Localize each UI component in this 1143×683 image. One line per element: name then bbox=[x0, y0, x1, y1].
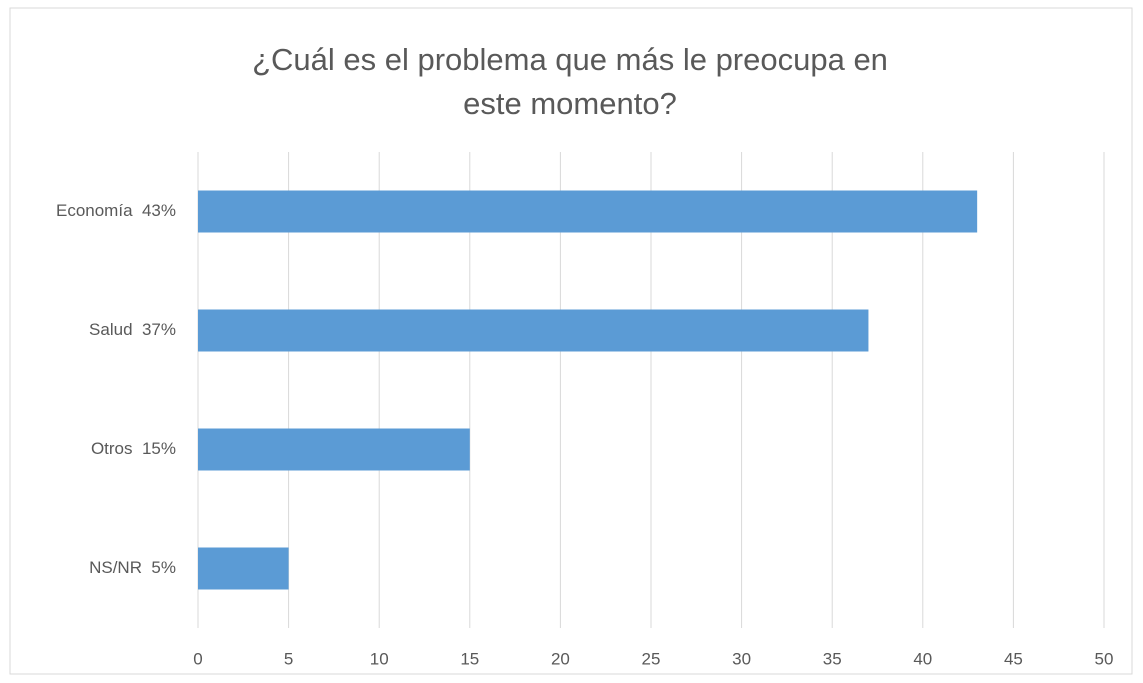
y-tick-label: NS/NR 5% bbox=[89, 558, 176, 577]
x-tick-label: 45 bbox=[1004, 649, 1023, 668]
bar bbox=[198, 309, 869, 352]
x-tick-label: 5 bbox=[284, 649, 293, 668]
x-tick-label: 15 bbox=[460, 649, 479, 668]
y-tick-label: Otros 15% bbox=[91, 439, 176, 458]
x-tick-label: 50 bbox=[1095, 649, 1114, 668]
bar bbox=[198, 190, 978, 233]
x-tick-label: 20 bbox=[551, 649, 570, 668]
x-tick-label: 10 bbox=[370, 649, 389, 668]
y-tick-label: Salud 37% bbox=[89, 320, 176, 339]
chart-title: ¿Cuál es el problema que más le preocupa… bbox=[252, 42, 888, 121]
y-tick-label: Economía 43% bbox=[56, 201, 176, 220]
bar bbox=[198, 428, 470, 471]
x-tick-label: 30 bbox=[732, 649, 751, 668]
x-tick-label: 0 bbox=[193, 649, 202, 668]
x-tick-label: 35 bbox=[823, 649, 842, 668]
x-tick-label: 40 bbox=[913, 649, 932, 668]
bar bbox=[198, 547, 289, 590]
x-tick-label: 25 bbox=[642, 649, 661, 668]
